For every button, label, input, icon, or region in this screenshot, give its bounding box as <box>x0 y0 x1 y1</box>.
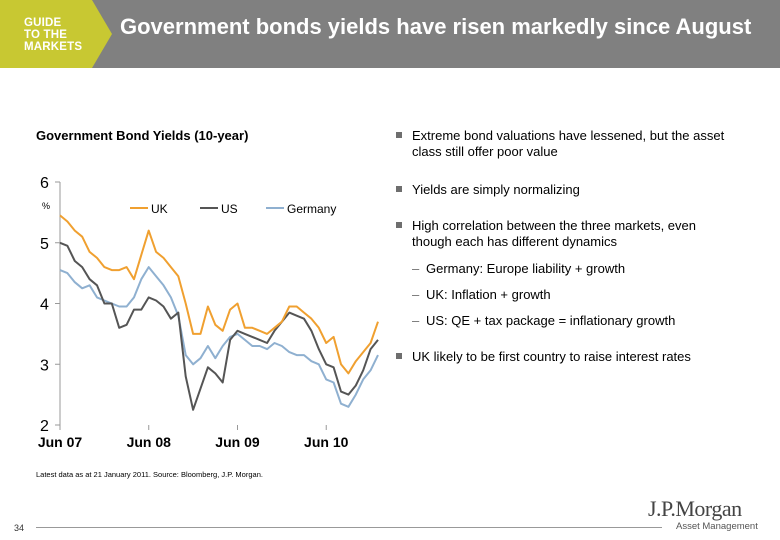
y-tick-label: 6 <box>40 175 49 192</box>
legend-label-us: US <box>221 202 238 216</box>
chart-title: Government Bond Yields (10-year) <box>36 128 249 143</box>
chart-container: 2 3 4 5 6% Jun 07 Jun 08 Jun 09 Jun 10 UK US German… <box>0 165 390 465</box>
brand-subtitle: Asset Management <box>676 521 758 532</box>
y-tick-label: 3 <box>40 357 49 374</box>
y-tick-label: 4 <box>40 297 49 314</box>
y-tick-label: 5 <box>40 236 49 253</box>
series-line-uk <box>59 214 379 375</box>
dash-icon: – <box>412 313 420 328</box>
bullet-square-icon <box>396 353 402 359</box>
logo-line: MARKETS <box>24 41 83 53</box>
bullet-text: High correlation between the three marke… <box>412 218 696 249</box>
sub-bullet-text: Germany: Europe liability + growth <box>426 261 626 276</box>
dash-icon: – <box>412 287 420 302</box>
y-axis-unit-label: % <box>42 201 50 211</box>
page-title: Government bonds yields have risen marke… <box>120 14 752 39</box>
logo-line: TO THE <box>24 29 68 41</box>
guide-logo: GUIDE TO THE MARKETS <box>0 0 112 68</box>
dash-icon: – <box>412 261 420 276</box>
footer-divider <box>36 527 662 528</box>
source-note: Latest data as at 21 January 2011. Sourc… <box>36 470 263 479</box>
page-number: 34 <box>14 523 25 533</box>
bullet-square-icon <box>396 186 402 192</box>
bullet-text: Extreme bond valuations have lessened, b… <box>412 128 725 159</box>
series-line-us <box>59 241 379 411</box>
legend-label-uk: UK <box>151 202 168 216</box>
bullet-text: UK likely to be first country to raise i… <box>412 349 691 364</box>
sub-bullet-text: UK: Inflation + growth <box>426 287 551 302</box>
series-line-germany <box>59 266 379 408</box>
x-tick-label: Jun 10 <box>304 434 349 450</box>
logo-chevron-shape <box>0 0 112 68</box>
x-tick-label: Jun 07 <box>38 434 83 450</box>
bullet-square-icon <box>396 222 402 228</box>
bullet-square-icon <box>396 132 402 138</box>
brand-name: J.P.Morgan <box>648 496 742 521</box>
logo-text: GUIDE TO THE MARKETS <box>24 17 82 53</box>
legend-label-germany: Germany <box>287 202 336 216</box>
sub-bullet-text: US: QE + tax package = inflationary grow… <box>426 313 676 328</box>
yield-chart: 2 3 4 5 6% Jun 07 Jun 08 Jun 09 Jun 10 UK US German… <box>38 175 379 450</box>
x-tick-label: Jun 08 <box>127 434 172 450</box>
header-bar: GUIDE TO THE MARKETS Government bonds yi… <box>0 0 780 68</box>
bullet-text: Yields are simply normalizing <box>412 182 580 197</box>
jpmorgan-logo: J.P.Morgan Asset Management <box>648 496 773 536</box>
y-tick-label: 2 <box>40 418 49 435</box>
x-tick-label: Jun 09 <box>215 434 260 450</box>
logo-line: GUIDE <box>24 17 62 29</box>
